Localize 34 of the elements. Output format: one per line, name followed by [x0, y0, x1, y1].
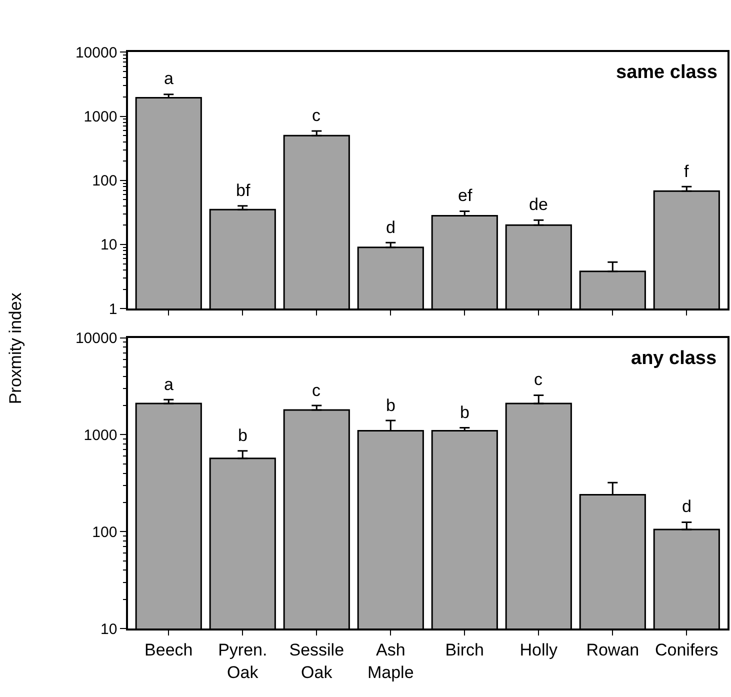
y-tick-label: 1000	[84, 108, 118, 126]
annotation: a	[164, 69, 174, 88]
y-tick-label: 100	[92, 172, 118, 190]
annotation: b	[238, 426, 248, 445]
annotation: de	[529, 195, 548, 214]
annotation: c	[534, 370, 543, 389]
annotation: f	[684, 162, 689, 181]
y-tick-label: 10000	[75, 330, 118, 348]
annotation: same class	[616, 62, 718, 83]
annotation: b	[386, 396, 396, 415]
annotation: c	[312, 106, 321, 125]
x-tick-label: Sessile Oak	[289, 640, 344, 682]
y-axis-title: Proxmity index	[6, 292, 26, 404]
x-tick-label: Ash Maple	[367, 640, 414, 682]
y-tick-label: 10	[100, 620, 118, 638]
x-tick-label: Pyren. Oak	[218, 640, 268, 682]
annotation: bf	[236, 181, 250, 200]
y-tick-label: 1	[108, 300, 118, 318]
x-tick-label: Conifers	[654, 640, 718, 660]
x-tick-label: Beech	[144, 640, 193, 660]
annotation: ef	[458, 186, 472, 205]
y-tick-label: 10000	[75, 44, 118, 62]
annotation: d	[682, 497, 692, 516]
y-tick-label: 10	[100, 236, 118, 254]
annotation: d	[386, 218, 396, 237]
annotation: c	[312, 381, 321, 400]
x-tick-label: Holly	[520, 640, 558, 660]
annotation: b	[460, 403, 470, 422]
y-tick-label: 1000	[84, 426, 118, 444]
y-tick-label: 100	[92, 524, 118, 541]
annotation: any class	[631, 348, 717, 369]
x-tick-label: Birch	[445, 640, 484, 660]
x-tick-label: Rowan	[586, 640, 640, 660]
annotation: a	[164, 375, 174, 394]
